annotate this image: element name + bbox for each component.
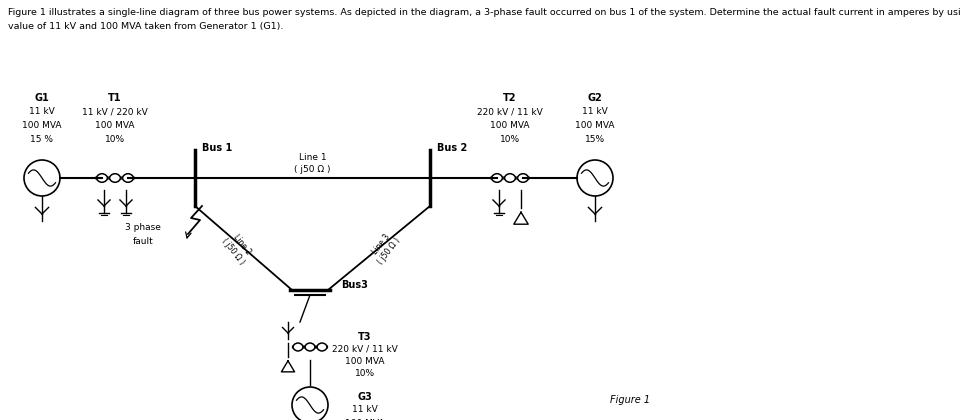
Text: Line 1: Line 1 <box>298 153 326 163</box>
Text: value of 11 kV and 100 MVA taken from Generator 1 (G1).: value of 11 kV and 100 MVA taken from Ge… <box>8 22 283 31</box>
Text: 220 kV / 11 kV: 220 kV / 11 kV <box>477 108 542 116</box>
Text: 100 MVA: 100 MVA <box>345 418 384 420</box>
Text: Bus 2: Bus 2 <box>436 143 467 153</box>
Text: fault: fault <box>133 236 153 246</box>
Text: 100 MVA: 100 MVA <box>575 121 614 131</box>
Text: Figure 1 illustrates a single-line diagram of three bus power systems. As depict: Figure 1 illustrates a single-line diagr… <box>8 8 961 17</box>
Text: Figure 1: Figure 1 <box>609 395 650 405</box>
Text: Bus3: Bus3 <box>341 280 368 290</box>
Text: 10%: 10% <box>105 136 125 144</box>
Text: 15 %: 15 % <box>31 136 54 144</box>
Text: T2: T2 <box>503 93 516 103</box>
Text: 100 MVA: 100 MVA <box>22 121 62 131</box>
Text: 11 kV: 11 kV <box>352 405 378 415</box>
Text: T3: T3 <box>357 332 371 342</box>
Text: 10%: 10% <box>500 136 520 144</box>
Text: 15%: 15% <box>584 136 604 144</box>
Text: T1: T1 <box>109 93 122 103</box>
Text: ( j50 Ω ): ( j50 Ω ) <box>294 165 331 174</box>
Text: 100 MVA: 100 MVA <box>95 121 135 131</box>
Text: Bus 1: Bus 1 <box>202 143 232 153</box>
Text: 100 MVA: 100 MVA <box>490 121 530 131</box>
Text: G2: G2 <box>587 93 602 103</box>
Text: Line 2
( j50 Ω ): Line 2 ( j50 Ω ) <box>220 230 255 266</box>
Text: G3: G3 <box>357 392 372 402</box>
Text: 11 kV / 220 kV: 11 kV / 220 kV <box>82 108 148 116</box>
Text: 3 phase: 3 phase <box>125 223 160 233</box>
Text: G1: G1 <box>35 93 49 103</box>
Text: 11 kV: 11 kV <box>29 108 55 116</box>
Text: 220 kV / 11 kV: 220 kV / 11 kV <box>332 344 398 354</box>
Text: Line 3
( j50 Ω ): Line 3 ( j50 Ω ) <box>367 230 402 266</box>
Text: 11 kV: 11 kV <box>581 108 607 116</box>
Text: 10%: 10% <box>355 368 375 378</box>
Text: 100 MVA: 100 MVA <box>345 357 384 365</box>
